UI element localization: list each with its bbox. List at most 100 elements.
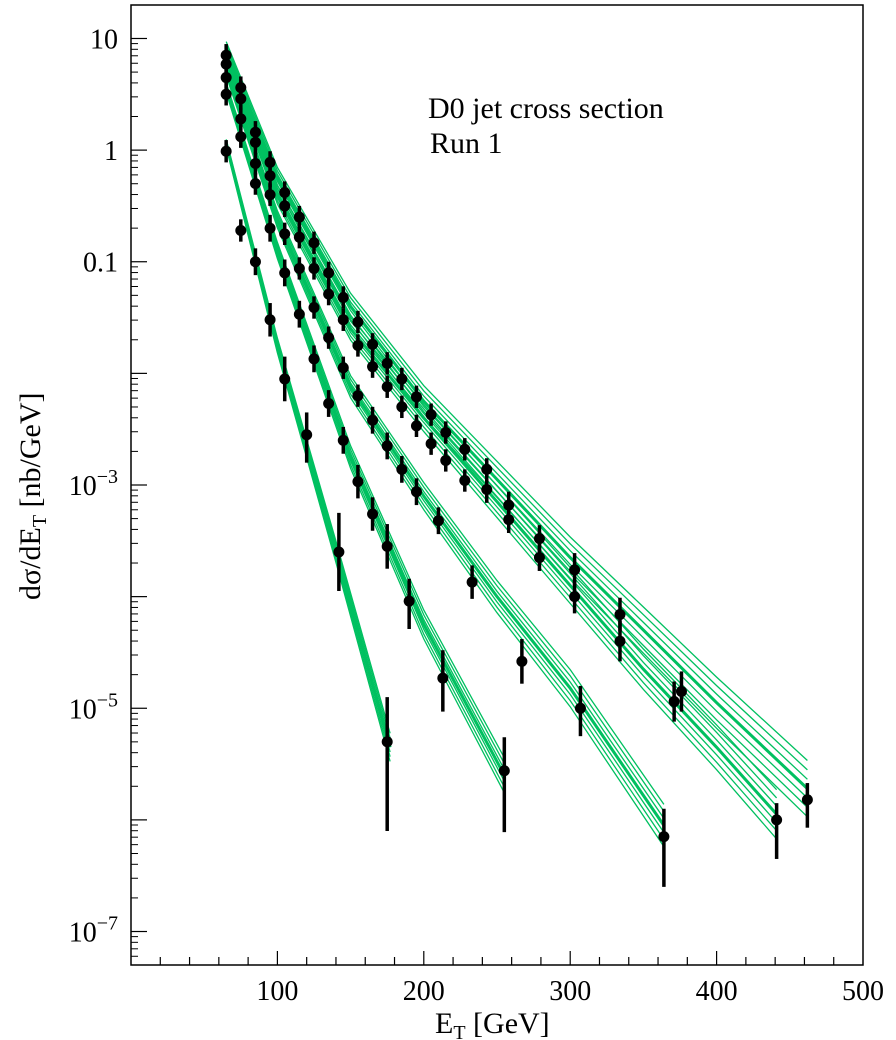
data-point <box>220 145 232 157</box>
data-point <box>279 187 291 199</box>
data-point <box>337 291 349 303</box>
data-point <box>220 58 232 70</box>
fit-band-line <box>224 87 506 776</box>
data-point <box>264 189 276 201</box>
y-tick-exponent: −5 <box>97 689 118 711</box>
fit-band-line <box>224 69 666 827</box>
data-point <box>337 434 349 446</box>
x-tick-label: 100 <box>256 976 298 1007</box>
data-point <box>440 427 452 439</box>
fit-band-line <box>225 51 778 799</box>
fit-band-line <box>225 73 665 840</box>
data-point <box>352 339 364 351</box>
x-tick-label: 200 <box>403 976 445 1007</box>
data-point <box>396 401 408 413</box>
y-axis-label: dσ/dET [nb/GeV] <box>14 392 51 600</box>
data-point <box>301 429 313 441</box>
data-point <box>410 420 422 432</box>
data-point <box>367 414 379 426</box>
annotation-line-2: Run 1 <box>430 127 503 160</box>
data-point <box>323 267 335 279</box>
data-point <box>293 262 305 274</box>
data-point <box>459 443 471 455</box>
x-tick-label: 500 <box>842 976 884 1007</box>
y-tick-exponent: −7 <box>97 913 118 935</box>
data-point <box>410 391 422 403</box>
data-point <box>403 595 415 607</box>
y-axis-label-main: dσ/dE <box>14 527 47 600</box>
data-point <box>220 49 232 61</box>
data-point <box>533 533 545 545</box>
data-point <box>381 381 393 393</box>
data-point <box>614 635 626 647</box>
data-point <box>801 794 813 806</box>
data-point <box>323 332 335 344</box>
data-point <box>503 514 515 526</box>
data-point <box>367 361 379 373</box>
data-point <box>432 515 444 527</box>
data-point <box>569 591 581 603</box>
x-axis-label-rest: [GeV] <box>466 1007 550 1040</box>
data-point <box>367 338 379 350</box>
data-point <box>249 136 261 148</box>
fit-band-line <box>225 58 778 823</box>
annotation-line-1: D0 jet cross section <box>428 92 664 125</box>
y-tick-base: 10 <box>69 918 97 949</box>
fit-band-line <box>225 41 808 761</box>
data-point <box>279 373 291 385</box>
fit-band-line <box>225 63 778 840</box>
data-point <box>352 390 364 402</box>
fit-band-line <box>225 92 505 794</box>
data-point <box>249 178 261 190</box>
x-axis-ticks: 100 200 300 400 500 <box>159 951 884 1007</box>
y-tick-label: 10−7 <box>69 913 118 949</box>
data-point <box>220 72 232 84</box>
fit-band-line <box>225 75 665 847</box>
data-point <box>308 302 320 314</box>
data-point <box>279 267 291 279</box>
y-tick-base: 10 <box>69 694 97 725</box>
data-point <box>440 454 452 466</box>
data-point <box>235 82 247 94</box>
data-point <box>264 222 276 234</box>
data-point <box>516 655 528 667</box>
data-point <box>410 486 422 498</box>
data-point <box>771 814 783 826</box>
data-point <box>264 314 276 326</box>
data-point <box>279 228 291 240</box>
y-tick-base: 10 <box>69 471 97 502</box>
fit-band-line <box>225 46 808 780</box>
data-point <box>323 288 335 300</box>
data-point <box>352 316 364 328</box>
y-tick-exponent: −3 <box>97 466 118 488</box>
data-point <box>425 409 437 421</box>
data-point <box>235 131 247 143</box>
data-point <box>503 499 515 511</box>
data-point <box>396 463 408 475</box>
fit-band-line <box>225 63 665 805</box>
data-point <box>481 483 493 495</box>
data-point <box>466 576 478 588</box>
data-point <box>569 564 581 576</box>
y-tick-label: 1 <box>104 136 118 167</box>
data-point <box>381 540 393 552</box>
fit-band-line <box>225 57 808 818</box>
data-point <box>337 362 349 374</box>
x-axis-label-sub: T <box>453 1022 465 1040</box>
data-point <box>396 373 408 385</box>
fit-band-line <box>225 54 808 808</box>
data-point <box>293 308 305 320</box>
data-point <box>220 88 232 100</box>
data-point <box>249 158 261 170</box>
data-point <box>279 200 291 212</box>
data-point <box>264 156 276 168</box>
data-point <box>574 702 586 714</box>
data-point <box>235 224 247 236</box>
x-axis-label: ET [GeV] <box>435 1007 550 1040</box>
data-point <box>337 314 349 326</box>
x-tick-label: 300 <box>549 976 591 1007</box>
data-point <box>668 696 680 708</box>
data-point <box>293 231 305 243</box>
data-point <box>481 463 493 475</box>
